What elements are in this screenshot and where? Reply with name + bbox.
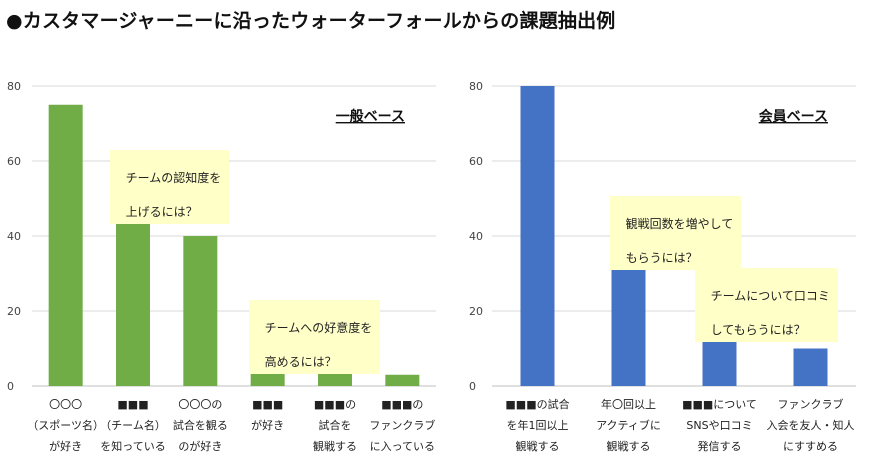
panel-label: 会員ベース — [759, 108, 828, 125]
y-tick-label: 20 — [7, 305, 21, 318]
x-category-label: 観戦する — [607, 439, 651, 453]
bar — [385, 374, 420, 386]
callout-line: 高めるには？ — [264, 355, 337, 369]
chart-general-base: 0 20 40 60 80 〇〇〇 （スポーツ名） が好き ■■■ （チーム名） を知っている 〇〇〇… — [7, 80, 436, 453]
x-category-label: 試合を — [319, 418, 352, 432]
callout-line: 上げるには？ — [125, 205, 198, 219]
x-category-label: 観戦する — [516, 439, 560, 453]
bar — [48, 104, 83, 386]
x-category-label: （スポーツ名） — [27, 418, 104, 432]
x-category-label: 試合を観る — [173, 418, 228, 432]
x-category-label: ■■■の — [381, 398, 423, 411]
bar — [183, 236, 218, 386]
x-category-label: が好き — [251, 418, 284, 432]
x-category-label: が好き — [49, 439, 82, 453]
x-category-label: ■■■ — [252, 398, 283, 411]
x-category-label: （チーム名） — [100, 418, 166, 432]
page-title: ●カスタマージャーニーに沿ったウォーターフォールからの課題抽出例 — [6, 10, 616, 32]
bar — [116, 198, 150, 386]
x-category-label: 観戦する — [313, 439, 357, 453]
y-tick-label: 40 — [7, 230, 21, 243]
callout-favorability: チームへの好意度を 高めるには？ — [249, 300, 381, 374]
callout-line: もらうには？ — [625, 251, 698, 265]
x-category-label: SNSや口コミ — [686, 419, 752, 432]
callout-line: してもらうには？ — [710, 323, 806, 337]
x-category-label: 〇〇〇の — [178, 398, 222, 411]
y-tick-label: 80 — [7, 80, 21, 93]
x-category-label: ■■■について — [682, 398, 757, 411]
x-category-label: ■■■の — [314, 398, 356, 411]
x-category-label: アクティブに — [596, 418, 661, 432]
x-category-label: に入っている — [370, 440, 435, 453]
x-category-label: ■■■の試合 — [505, 397, 569, 411]
callout-line: チームについて口コミ — [710, 289, 830, 303]
callout-line: チームの認知度を — [125, 171, 222, 185]
bar — [520, 86, 555, 386]
x-category-label: 入会を友人・知人 — [767, 418, 855, 432]
x-category-label: 年〇回以上 — [601, 397, 656, 411]
callout-awareness: チームの認知度を 上げるには？ — [110, 150, 230, 224]
y-tick-label: 20 — [469, 305, 483, 318]
x-category-label: ファンクラブ — [778, 397, 844, 411]
y-tick-label: 60 — [7, 155, 21, 168]
x-category-label: のが好き — [178, 439, 222, 453]
x-category-label: を知っている — [100, 439, 165, 453]
bar — [793, 348, 828, 386]
callout-line: 観戦回数を増やして — [625, 217, 734, 231]
x-category-label: ファンクラブ — [369, 418, 435, 432]
callout-word-of-mouth: チームについて口コミ してもらうには？ — [695, 268, 838, 342]
x-category-label: ■■■ — [117, 398, 148, 411]
bar — [611, 254, 646, 386]
y-tick-label: 80 — [469, 80, 483, 93]
y-tick-label: 0 — [7, 380, 14, 393]
y-tick-label: 40 — [469, 230, 483, 243]
x-category-label: 発信する — [698, 439, 742, 453]
x-category-label: を年1回以上 — [507, 418, 569, 432]
x-category-label: 〇〇〇 — [49, 398, 82, 411]
panel-label: 一般ベース — [336, 108, 405, 125]
x-category-label: にすすめる — [783, 440, 838, 453]
y-tick-label: 0 — [469, 380, 476, 393]
y-tick-label: 60 — [469, 155, 483, 168]
callout-attendance: 観戦回数を増やして もらうには？ — [610, 196, 742, 270]
callout-line: チームへの好意度を — [264, 321, 373, 335]
